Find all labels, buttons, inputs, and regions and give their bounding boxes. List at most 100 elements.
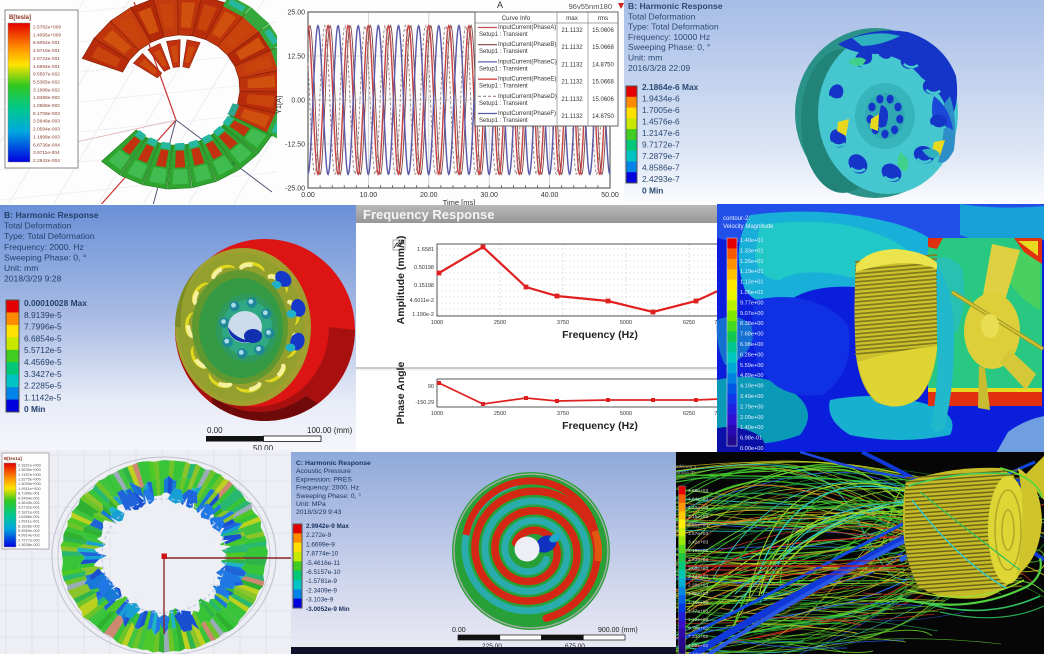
svg-text:20.00: 20.00 bbox=[420, 192, 438, 199]
svg-text:4.4569e-5: 4.4569e-5 bbox=[24, 357, 62, 367]
svg-text:3.3427e-5: 3.3427e-5 bbox=[24, 369, 62, 379]
svg-text:4.89e+02: 4.89e+02 bbox=[688, 643, 708, 649]
svg-text:225.00: 225.00 bbox=[482, 643, 502, 650]
svg-text:96v55nm180: 96v55nm180 bbox=[569, 2, 612, 11]
svg-text:7.33e+02: 7.33e+02 bbox=[688, 634, 708, 640]
svg-text:2.93e+03: 2.93e+03 bbox=[688, 557, 708, 563]
svg-text:15.0606: 15.0606 bbox=[592, 28, 614, 34]
svg-text:1.3638e-002: 1.3638e-002 bbox=[18, 542, 40, 547]
svg-text:15.0668: 15.0668 bbox=[592, 45, 614, 51]
svg-text:0 Min: 0 Min bbox=[642, 186, 663, 196]
svg-text:15.0668: 15.0668 bbox=[592, 80, 614, 86]
svg-text:2500: 2500 bbox=[494, 320, 506, 326]
svg-text:6.8736e-004: 6.8736e-004 bbox=[33, 142, 60, 148]
svg-text:6.6854e-5: 6.6854e-5 bbox=[24, 333, 62, 343]
svg-text:-150.29: -150.29 bbox=[415, 400, 434, 406]
svg-text:Unit: MPa: Unit: MPa bbox=[296, 501, 326, 508]
svg-text:InputCurrent(PhaseC): InputCurrent(PhaseC) bbox=[498, 59, 557, 65]
svg-text:-3.103e-9: -3.103e-9 bbox=[306, 597, 334, 604]
svg-text:-6.5157e-10: -6.5157e-10 bbox=[306, 569, 341, 576]
svg-text:2.7277e-002: 2.7277e-002 bbox=[18, 537, 40, 542]
svg-text:4.3643e-001: 4.3643e-001 bbox=[18, 500, 40, 505]
svg-text:2.2285e-5: 2.2285e-5 bbox=[24, 381, 62, 391]
svg-text:10.00: 10.00 bbox=[360, 192, 378, 199]
svg-text:30.00: 30.00 bbox=[480, 192, 498, 199]
svg-text:2.1821e-001: 2.1821e-001 bbox=[18, 509, 40, 514]
svg-text:5.5365e-002: 5.5365e-002 bbox=[33, 79, 60, 85]
svg-text:4.8586e-7: 4.8586e-7 bbox=[642, 163, 680, 173]
svg-text:1.9434e-6: 1.9434e-6 bbox=[642, 94, 680, 104]
svg-text:15.0606: 15.0606 bbox=[592, 97, 614, 103]
svg-text:0.00: 0.00 bbox=[207, 426, 223, 435]
svg-text:5.5712e-5: 5.5712e-5 bbox=[24, 345, 62, 355]
svg-text:4.15e+03: 4.15e+03 bbox=[688, 514, 708, 520]
svg-text:7.7996e-5: 7.7996e-5 bbox=[24, 322, 62, 332]
svg-text:Sweeping Phase: 0, °: Sweeping Phase: 0, ° bbox=[4, 252, 86, 262]
svg-text:Total Deformation: Total Deformation bbox=[4, 221, 72, 231]
svg-text:1.22e+03: 1.22e+03 bbox=[688, 617, 708, 623]
svg-text:Y1[A]: Y1[A] bbox=[274, 96, 283, 114]
svg-text:2.09e+00: 2.09e+00 bbox=[740, 415, 764, 421]
svg-text:2.2942e-004: 2.2942e-004 bbox=[33, 158, 60, 164]
svg-text:0.00: 0.00 bbox=[452, 627, 466, 634]
svg-text:1.2147e-6: 1.2147e-6 bbox=[642, 128, 680, 138]
svg-text:1.12e+01: 1.12e+01 bbox=[740, 280, 764, 286]
svg-text:4.88e+03: 4.88e+03 bbox=[688, 488, 708, 494]
svg-text:8.1828e-002: 8.1828e-002 bbox=[18, 523, 40, 528]
svg-text:Setup1 : Transient: Setup1 : Transient bbox=[479, 32, 528, 38]
svg-text:1.6581: 1.6581 bbox=[417, 247, 434, 253]
svg-text:1000: 1000 bbox=[431, 320, 443, 326]
svg-text:Setup1 : Transient: Setup1 : Transient bbox=[479, 101, 528, 107]
svg-text:2.272e-9: 2.272e-9 bbox=[306, 532, 332, 539]
svg-text:Setup1 : Transient: Setup1 : Transient bbox=[479, 66, 528, 72]
svg-text:-25.00: -25.00 bbox=[285, 186, 305, 193]
svg-text:3.1998e-002: 3.1998e-002 bbox=[33, 87, 60, 93]
svg-text:1.71e+03: 1.71e+03 bbox=[688, 600, 708, 606]
svg-text:Sweeping Phase: 0, °: Sweeping Phase: 0, ° bbox=[296, 492, 361, 500]
svg-text:3750: 3750 bbox=[557, 411, 569, 417]
svg-text:21.1132: 21.1132 bbox=[561, 45, 583, 51]
svg-text:675.00: 675.00 bbox=[565, 643, 585, 650]
svg-text:0.00: 0.00 bbox=[291, 98, 305, 105]
svg-text:6.98e-01: 6.98e-01 bbox=[740, 436, 762, 442]
svg-text:Frequency (Hz): Frequency (Hz) bbox=[562, 420, 638, 432]
svg-text:4.0914e-002: 4.0914e-002 bbox=[18, 533, 40, 538]
svg-text:0.15198: 0.15198 bbox=[414, 283, 434, 289]
svg-text:6.5464e-001: 6.5464e-001 bbox=[18, 495, 40, 500]
svg-text:9.5567e-002: 9.5567e-002 bbox=[33, 72, 60, 78]
svg-text:1.19e+01: 1.19e+01 bbox=[740, 269, 764, 275]
svg-text:Frequency: 10000 Hz: Frequency: 10000 Hz bbox=[628, 32, 710, 42]
svg-text:0.00e+00: 0.00e+00 bbox=[740, 446, 764, 452]
svg-text:3.67e+03: 3.67e+03 bbox=[688, 531, 708, 537]
svg-text:6.1708e-003: 6.1708e-003 bbox=[33, 111, 60, 117]
svg-text:1.9639e+000: 1.9639e+000 bbox=[18, 467, 42, 472]
svg-text:2.5782e+000: 2.5782e+000 bbox=[33, 25, 61, 31]
svg-text:1.0911e+000: 1.0911e+000 bbox=[18, 486, 41, 491]
svg-text:Particle ID: Particle ID bbox=[673, 470, 696, 476]
svg-text:2018/3/29 9:28: 2018/3/29 9:28 bbox=[4, 274, 62, 284]
svg-text:7.8774e-10: 7.8774e-10 bbox=[306, 551, 339, 558]
svg-text:7.2879e-7: 7.2879e-7 bbox=[642, 151, 680, 161]
svg-text:InputCurrent(PhaseF): InputCurrent(PhaseF) bbox=[498, 111, 556, 117]
svg-text:6.28e+00: 6.28e+00 bbox=[740, 352, 764, 358]
svg-text:2.0594e-003: 2.0594e-003 bbox=[33, 127, 60, 133]
svg-text:14.8750: 14.8750 bbox=[592, 114, 614, 120]
svg-text:2018/3/29 9:43: 2018/3/29 9:43 bbox=[296, 509, 342, 516]
svg-text:C: Harmonic Response: C: Harmonic Response bbox=[296, 460, 371, 467]
svg-text:1.6366e-001: 1.6366e-001 bbox=[18, 514, 40, 519]
svg-text:Setup1 : Transient: Setup1 : Transient bbox=[479, 84, 528, 90]
svg-text:21.1132: 21.1132 bbox=[561, 97, 583, 103]
svg-text:4.6011e-2: 4.6011e-2 bbox=[410, 298, 434, 304]
svg-text:-3.0052e-9 Min: -3.0052e-9 Min bbox=[306, 606, 350, 613]
svg-text:Type: Total Deformation: Type: Total Deformation bbox=[4, 231, 95, 241]
svg-text:4.64e+03: 4.64e+03 bbox=[688, 497, 708, 503]
svg-text:25.00: 25.00 bbox=[287, 10, 305, 17]
svg-text:3.49e+00: 3.49e+00 bbox=[740, 394, 764, 400]
svg-text:8.9139e-5: 8.9139e-5 bbox=[24, 310, 62, 320]
svg-text:9.77e+00: 9.77e+00 bbox=[740, 300, 764, 306]
svg-text:1.40e+00: 1.40e+00 bbox=[740, 425, 764, 431]
svg-text:9.7172e-7: 9.7172e-7 bbox=[642, 140, 680, 150]
svg-text:Frequency Response: Frequency Response bbox=[363, 207, 495, 222]
svg-text:4.40e+03: 4.40e+03 bbox=[688, 505, 708, 511]
svg-text:InputCurrent(PhaseA): InputCurrent(PhaseA) bbox=[498, 25, 556, 31]
